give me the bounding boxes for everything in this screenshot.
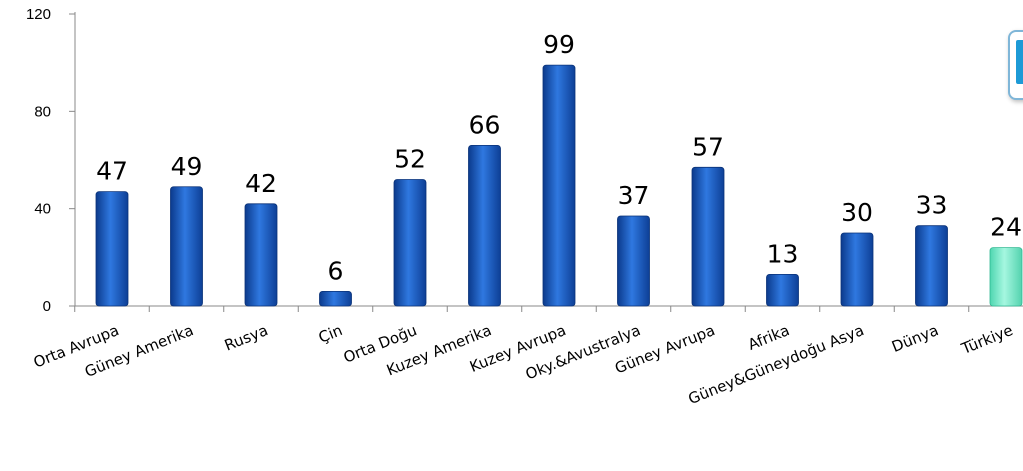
data-label: 52 — [394, 144, 426, 173]
data-label: 49 — [171, 152, 203, 181]
category-label: Rusya — [222, 321, 271, 355]
category-label: Afrika — [745, 321, 792, 354]
data-label: 47 — [96, 157, 128, 186]
bar-4 — [319, 290, 352, 307]
bar-11 — [840, 232, 874, 307]
data-label: 30 — [841, 198, 873, 227]
category-label: Türkiye — [958, 321, 1016, 358]
bar-12 — [915, 225, 948, 307]
bar-10 — [766, 273, 799, 307]
bar-2 — [170, 186, 203, 307]
bar-3 — [244, 203, 278, 307]
data-label: 13 — [767, 239, 799, 268]
y-tick-label: 120 — [26, 6, 51, 23]
data-label: 37 — [618, 181, 650, 210]
panel-icon-fill — [1016, 40, 1023, 84]
data-label: 42 — [245, 169, 277, 198]
data-label: 99 — [543, 30, 575, 59]
bar-13 — [989, 247, 1023, 307]
category-label: Çin — [316, 321, 345, 347]
y-tick-label: 40 — [34, 201, 51, 218]
bar-6 — [468, 144, 501, 307]
data-label: 6 — [328, 256, 344, 285]
data-label: 24 — [990, 213, 1022, 242]
bar-1 — [95, 191, 129, 307]
data-label: 33 — [916, 191, 948, 220]
data-label: 66 — [469, 110, 501, 139]
bar-9 — [691, 166, 725, 307]
y-tick-label: 0 — [43, 298, 51, 315]
y-tick-label: 80 — [34, 103, 51, 120]
panel-icon — [1008, 30, 1023, 100]
bar-8 — [617, 215, 650, 307]
bar-7 — [542, 64, 576, 307]
category-label: Dünya — [889, 321, 941, 356]
bar-5 — [393, 179, 427, 307]
data-label: 57 — [692, 132, 724, 161]
bars-group — [95, 64, 1023, 307]
